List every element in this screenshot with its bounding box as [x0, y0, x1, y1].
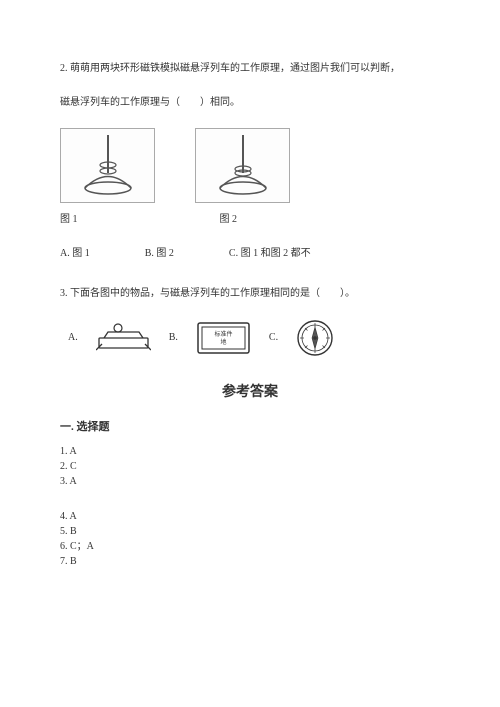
- answer-4: 4. A: [60, 509, 440, 524]
- q2-option-b: B. 图 2: [145, 245, 174, 263]
- answer-3: 3. A: [60, 474, 440, 489]
- q3-image-c: [296, 319, 334, 357]
- answer-1: 1. A: [60, 444, 440, 459]
- fig1-label: 图 1: [60, 211, 78, 229]
- svg-text:标准件: 标准件: [214, 330, 232, 338]
- question-3: 3. 下面各图中的物品，与磁悬浮列车的工作原理相同的是（ ）。 A. B. 标准…: [60, 285, 440, 357]
- q2-options: A. 图 1 B. 图 2 C. 图 1 和图 2 都不: [60, 245, 440, 263]
- q3-image-a: [96, 322, 151, 354]
- answer-2: 2. C: [60, 459, 440, 474]
- q3-option-a-label: A.: [68, 329, 78, 347]
- q2-figure-labels: 图 1 图 2: [60, 211, 440, 229]
- q2-line1: 2. 萌萌用两块环形磁铁模拟磁悬浮列车的工作原理，通过图片我们可以判断，: [60, 60, 440, 78]
- q2-option-a: A. 图 1: [60, 245, 90, 263]
- q3-image-b: 标准件 地: [196, 320, 251, 356]
- q3-text: 3. 下面各图中的物品，与磁悬浮列车的工作原理相同的是（ ）。: [60, 285, 440, 303]
- q3-option-c-label: C.: [269, 329, 278, 347]
- answers-section-head: 一. 选择题: [60, 418, 440, 438]
- figure-1: [60, 128, 155, 203]
- maglev-toy-icon: [96, 322, 151, 354]
- answers-title: 参考答案: [60, 379, 440, 404]
- question-2: 2. 萌萌用两块环形磁铁模拟磁悬浮列车的工作原理，通过图片我们可以判断， 磁悬浮…: [60, 60, 440, 263]
- svg-text:地: 地: [220, 338, 226, 346]
- answers-group-2: 4. A 5. B 6. C；A 7. B: [60, 509, 440, 569]
- q2-option-c: C. 图 1 和图 2 都不: [229, 245, 311, 263]
- magnet-repel-icon: [73, 133, 143, 198]
- fig2-label: 图 2: [220, 211, 238, 229]
- q3-option-b-label: B.: [169, 329, 178, 347]
- answer-6: 6. C；A: [60, 539, 440, 554]
- figure-2: [195, 128, 290, 203]
- q2-line2: 磁悬浮列车的工作原理与（ ）相同。: [60, 94, 440, 112]
- sign-plate-icon: 标准件 地: [196, 320, 251, 356]
- q3-options-row: A. B. 标准件 地 C.: [68, 319, 440, 357]
- compass-icon: [296, 319, 334, 357]
- answer-7: 7. B: [60, 554, 440, 569]
- q2-figure-row: [60, 128, 440, 203]
- magnet-attract-icon: [208, 133, 278, 198]
- answer-5: 5. B: [60, 524, 440, 539]
- answers-group-1: 1. A 2. C 3. A: [60, 444, 440, 489]
